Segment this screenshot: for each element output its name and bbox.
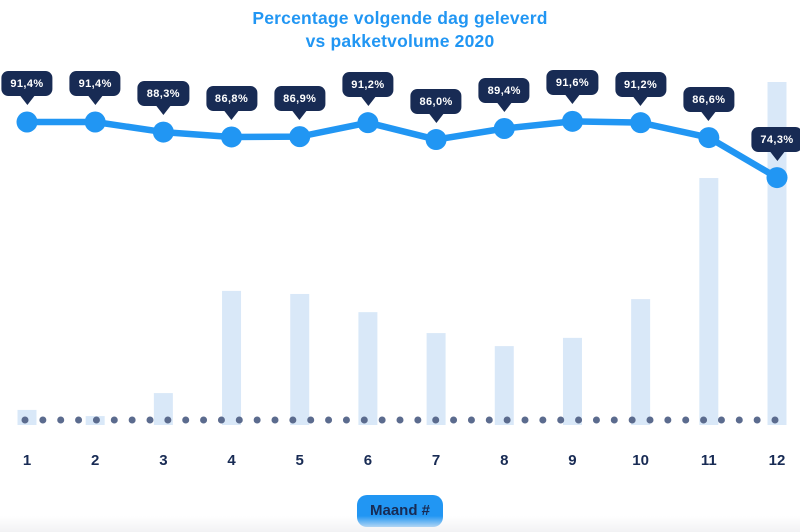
baseline-dot	[235, 416, 243, 424]
baseline-dot	[21, 416, 29, 424]
x-axis-label: 1	[22, 452, 32, 469]
volume-bar	[222, 290, 242, 425]
line-marker	[16, 111, 38, 133]
data-label-tooltip: 91,2%	[615, 71, 667, 97]
baseline-dot	[717, 416, 725, 424]
volume-bar	[699, 178, 719, 425]
data-label-tooltip: 74,3%	[751, 126, 800, 152]
x-axis-label: 5	[295, 452, 304, 469]
baseline-dot	[164, 416, 172, 424]
baseline-dot	[271, 416, 279, 424]
baseline-dot	[700, 416, 708, 424]
x-axis-label: 3	[159, 452, 168, 469]
baseline-dot	[378, 416, 386, 424]
line-marker	[221, 126, 243, 148]
volume-bar	[358, 312, 378, 425]
baseline-dot	[182, 416, 190, 424]
volume-bar	[426, 333, 446, 425]
line-marker	[152, 121, 174, 143]
baseline-dot	[146, 416, 154, 424]
data-label-tooltip: 91,6%	[546, 70, 599, 96]
line-marker	[698, 127, 720, 149]
baseline-dot	[682, 416, 690, 424]
delivery-line	[23, 118, 781, 181]
volume-bar	[290, 293, 310, 425]
chart-title: Percentage volgende dag geleverd vs pakk…	[0, 7, 800, 53]
baseline-dot	[128, 416, 136, 424]
baseline-dot	[360, 416, 368, 424]
baseline-dot	[646, 416, 654, 424]
data-label-tooltip: 86,6%	[683, 86, 735, 112]
line-marker	[561, 110, 583, 132]
baseline-dot	[503, 416, 511, 424]
baseline-dot	[771, 416, 779, 424]
baseline-dot	[217, 416, 225, 424]
x-axis-title-badge: Maand #	[356, 495, 444, 527]
baseline-dot	[432, 416, 440, 424]
baseline-dot	[467, 416, 475, 424]
volume-bar	[562, 337, 582, 425]
x-axis-label: 10	[632, 452, 649, 469]
baseline-dot	[485, 416, 493, 424]
baseline-dot	[539, 416, 547, 424]
baseline-dot	[521, 416, 529, 424]
chart-title-line1: Percentage volgende dag geleverd	[252, 8, 548, 28]
baseline-dot	[342, 416, 350, 424]
chart-title-line2: vs pakketvolume 2020	[305, 31, 495, 51]
volume-bar	[767, 82, 787, 425]
x-axis-label: 2	[91, 452, 100, 469]
baseline-dot	[75, 416, 83, 424]
baseline-dot	[450, 416, 458, 424]
baseline-dot	[592, 416, 600, 424]
data-label-tooltip: 91,2%	[342, 71, 394, 97]
baseline-dot	[200, 416, 208, 424]
line-marker	[357, 112, 379, 134]
x-axis-label: 6	[363, 452, 373, 469]
data-label-tooltip: 89,4%	[478, 77, 530, 103]
x-axis-label: 9	[568, 452, 577, 469]
line-marker	[630, 112, 652, 134]
baseline-dot	[664, 416, 672, 424]
baseline-dot	[557, 416, 565, 424]
baseline-dot	[735, 416, 743, 424]
x-axis-label: 4	[227, 452, 236, 469]
data-label-tooltip: 91,4%	[1, 71, 53, 96]
baseline-dot	[307, 416, 315, 424]
baseline-dot	[610, 416, 618, 424]
line-marker	[425, 129, 447, 151]
x-axis-label: 12	[768, 452, 786, 469]
line-marker	[289, 126, 311, 148]
baseline-dot	[396, 416, 404, 424]
volume-bar	[631, 299, 651, 425]
data-label-tooltip: 86,9%	[274, 85, 326, 111]
x-axis-label: 8	[500, 452, 509, 469]
volume-bar	[494, 346, 514, 425]
data-label-tooltip: 86,8%	[205, 85, 258, 111]
baseline-dot	[110, 416, 118, 424]
baseline-dot	[57, 416, 65, 424]
x-axis-label: 11	[700, 452, 717, 469]
baseline-dot	[575, 416, 583, 424]
baseline-dot	[628, 416, 636, 424]
data-label-tooltip: 86,0%	[410, 88, 462, 114]
baseline-dot	[325, 416, 333, 424]
x-axis-label: 7	[431, 452, 441, 469]
baseline-dot	[253, 416, 261, 424]
baseline-dot	[753, 416, 761, 424]
baseline-dot	[289, 416, 297, 424]
data-label-tooltip: 88,3%	[137, 81, 189, 107]
line-marker	[766, 167, 788, 189]
data-label-tooltip: 91,4%	[69, 71, 121, 96]
baseline-dot	[92, 416, 100, 424]
line-marker	[493, 118, 515, 139]
line-marker	[84, 111, 106, 133]
baseline-dot	[414, 416, 422, 424]
baseline-dot	[39, 416, 47, 424]
